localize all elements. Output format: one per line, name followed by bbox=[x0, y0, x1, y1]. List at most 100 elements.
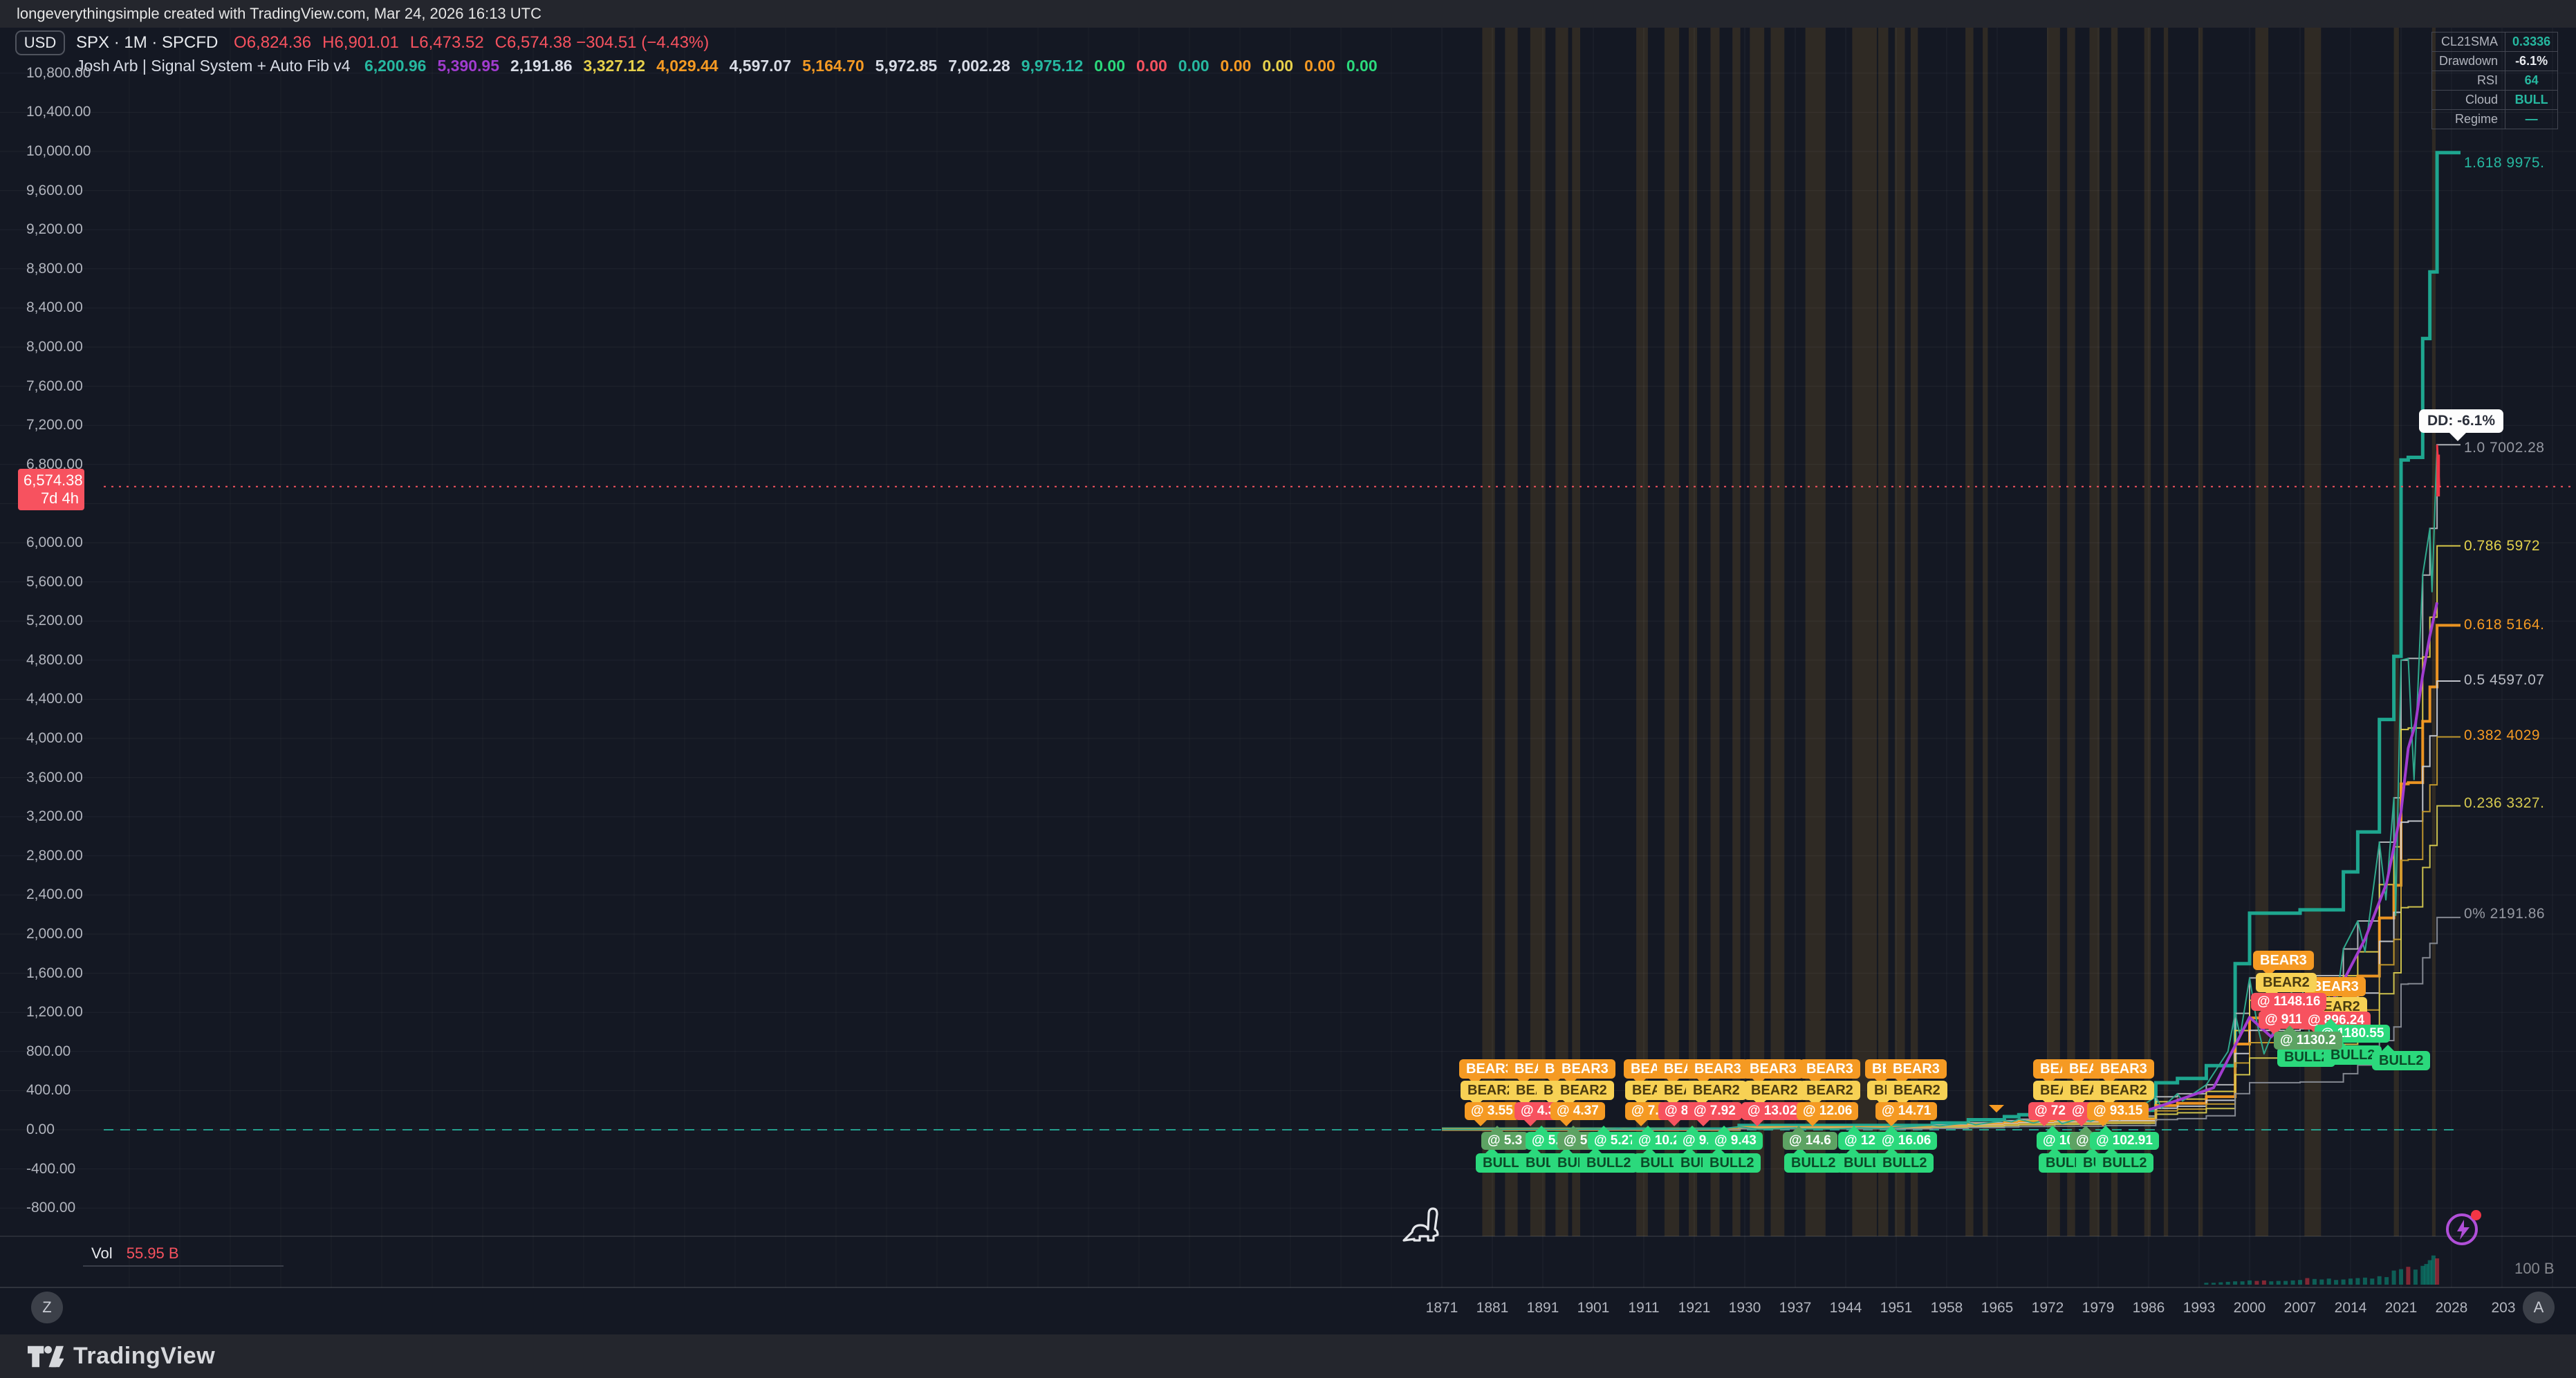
share-note: longeverythingsimple created with Tradin… bbox=[17, 5, 541, 22]
volume-bar bbox=[2413, 1269, 2418, 1285]
fib-line bbox=[1442, 151, 2461, 1131]
price-tag: @ 102.91 bbox=[2090, 1126, 2159, 1150]
indicator-name: Josh Arb | Signal System + Auto Fib v4 bbox=[76, 57, 351, 75]
y-axis-label: -800.00 bbox=[26, 1200, 76, 1216]
status-value: -6.1% bbox=[2505, 51, 2559, 71]
x-axis-label: 1986 bbox=[2132, 1300, 2165, 1316]
indicator-value: 9,975.12 bbox=[1021, 57, 1084, 75]
volume-bar bbox=[2424, 1264, 2429, 1285]
recession-band bbox=[2198, 28, 2203, 1236]
change-value: −304.51 (−4.43%) bbox=[576, 33, 710, 52]
symbol-legend-row[interactable]: SPX · 1M · SPCFD O6,824.36 H6,901.01 L6,47… bbox=[76, 33, 709, 53]
recession-band bbox=[2111, 28, 2118, 1236]
volume-label: Vol bbox=[91, 1245, 113, 1262]
recession-band bbox=[1770, 28, 1785, 1236]
volume-bar bbox=[2240, 1281, 2245, 1285]
volume-bar bbox=[2269, 1281, 2274, 1285]
y-axis-label: 9,600.00 bbox=[26, 182, 83, 198]
x-axis-label: 1944 bbox=[1829, 1300, 1862, 1316]
status-label: Drawdown bbox=[2431, 51, 2506, 71]
y-axis-label: 3,200.00 bbox=[26, 808, 83, 825]
y-axis-label: 5,200.00 bbox=[26, 613, 83, 629]
pane-separator[interactable] bbox=[83, 1265, 284, 1267]
currency-toggle-button[interactable]: USD bbox=[15, 30, 65, 55]
y-axis-label: 8,000.00 bbox=[26, 339, 83, 355]
scroll-left-button[interactable]: Z bbox=[31, 1292, 63, 1323]
y-axis-label: 6,800.00 bbox=[26, 456, 83, 472]
x-axis-label: 1965 bbox=[1981, 1300, 2014, 1316]
ohlc-value: H6,901.01 bbox=[322, 33, 399, 52]
current-price-label: 6,574.38 7d 4h bbox=[18, 469, 84, 510]
volume-bar bbox=[2290, 1280, 2295, 1285]
status-row: CL21SMA 0.3336 bbox=[2431, 32, 2559, 52]
recession-band bbox=[1664, 28, 1680, 1236]
y-axis-label: 2,400.00 bbox=[26, 886, 83, 903]
status-value: 64 bbox=[2505, 71, 2559, 91]
signal-badge-bull2: BULL2 bbox=[1875, 1147, 1934, 1173]
price-tag: @ 7.92 bbox=[1687, 1102, 1742, 1126]
indicator-value: 0.00 bbox=[1346, 57, 1378, 75]
ohlc-value: O6,824.36 bbox=[234, 33, 312, 52]
signal-badge-bear3: BEAR3 bbox=[1743, 1059, 1804, 1085]
volume-bar bbox=[2362, 1277, 2367, 1285]
y-axis-label: 10,000.00 bbox=[26, 143, 91, 159]
signal-badge-bear2: BEAR2 bbox=[1553, 1081, 1614, 1106]
indicator-value: 0.00 bbox=[1178, 57, 1210, 75]
x-axis-label: 1891 bbox=[1526, 1300, 1559, 1316]
recession-band bbox=[2431, 28, 2436, 1236]
indicator-value: 6,200.96 bbox=[364, 57, 427, 75]
y-axis-label: 800.00 bbox=[26, 1043, 71, 1059]
recession-band bbox=[2163, 28, 2169, 1236]
price-tag: @ 12.06 bbox=[1797, 1102, 1859, 1126]
fib-level-label: 0% 2191.86 bbox=[2464, 906, 2546, 922]
y-axis-label: 0.00 bbox=[26, 1121, 55, 1137]
price-tag: @ 93.15 bbox=[2087, 1102, 2149, 1126]
y-axis-label: 3,600.00 bbox=[26, 769, 83, 785]
indicator-value: 2,191.86 bbox=[510, 57, 573, 75]
y-axis-label: 7,200.00 bbox=[26, 417, 83, 434]
x-axis-label: 1993 bbox=[2183, 1300, 2216, 1316]
y-axis-label: 4,400.00 bbox=[26, 691, 83, 707]
x-axis-label: 1911 bbox=[1628, 1300, 1660, 1316]
y-axis-label: 1,600.00 bbox=[26, 965, 83, 981]
y-axis-label: 400.00 bbox=[26, 1082, 71, 1099]
dino-sticker[interactable] bbox=[1398, 1203, 1445, 1248]
x-axis-label: 1958 bbox=[1930, 1300, 1963, 1316]
signal-badge-bear3: BEAR3 bbox=[1687, 1059, 1748, 1085]
volume-bar bbox=[2248, 1280, 2252, 1285]
status-row: Regime — bbox=[2431, 109, 2559, 129]
indicator-legend-row[interactable]: Josh Arb | Signal System + Auto Fib v4 6… bbox=[76, 57, 1389, 75]
scroll-right-button[interactable]: A bbox=[2523, 1292, 2555, 1323]
y-axis-label: 10,800.00 bbox=[26, 64, 91, 81]
y-axis-label: 4,800.00 bbox=[26, 651, 83, 668]
volume-bar bbox=[2312, 1278, 2317, 1285]
y-axis-label: 8,400.00 bbox=[26, 299, 83, 316]
recession-band bbox=[1910, 28, 1918, 1236]
volume-bar bbox=[2427, 1260, 2432, 1285]
price-tag: @ 13.02 bbox=[1741, 1102, 1804, 1126]
signal-badge-bear2: BEAR2 bbox=[1686, 1081, 1747, 1106]
indicator-value: 0.00 bbox=[1304, 57, 1335, 75]
volume-legend[interactable]: Vol 55.95 B bbox=[91, 1245, 179, 1263]
tradingview-wordmark: TradingView bbox=[73, 1343, 216, 1369]
price-tag: @ 1148.16 bbox=[2251, 993, 2327, 1017]
status-label: Cloud bbox=[2431, 90, 2506, 110]
volume-bar bbox=[2355, 1278, 2360, 1285]
fib-line bbox=[1442, 805, 2461, 1130]
signal-badge-bear3: BEAR3 bbox=[1555, 1059, 1615, 1085]
x-axis-label: 1871 bbox=[1425, 1300, 1458, 1316]
recession-band bbox=[1555, 28, 1568, 1236]
y-axis-label: 10,400.00 bbox=[26, 104, 91, 120]
indicator-value: 0.00 bbox=[1220, 57, 1252, 75]
price-tag: @ 9.43 bbox=[1708, 1126, 1763, 1150]
drawdown-tooltip: DD: -6.1% bbox=[2419, 409, 2504, 441]
top-note-strip: longeverythingsimple created with Tradin… bbox=[0, 0, 2576, 28]
volume-bar bbox=[2420, 1265, 2425, 1285]
recession-band bbox=[1482, 28, 1495, 1236]
fib-level-label: 0.236 3327. bbox=[2464, 795, 2545, 811]
lightning-button[interactable] bbox=[2444, 1210, 2481, 1247]
volume-bar bbox=[2261, 1280, 2266, 1285]
volume-bar bbox=[2341, 1279, 2346, 1285]
volume-bar bbox=[2225, 1281, 2230, 1285]
